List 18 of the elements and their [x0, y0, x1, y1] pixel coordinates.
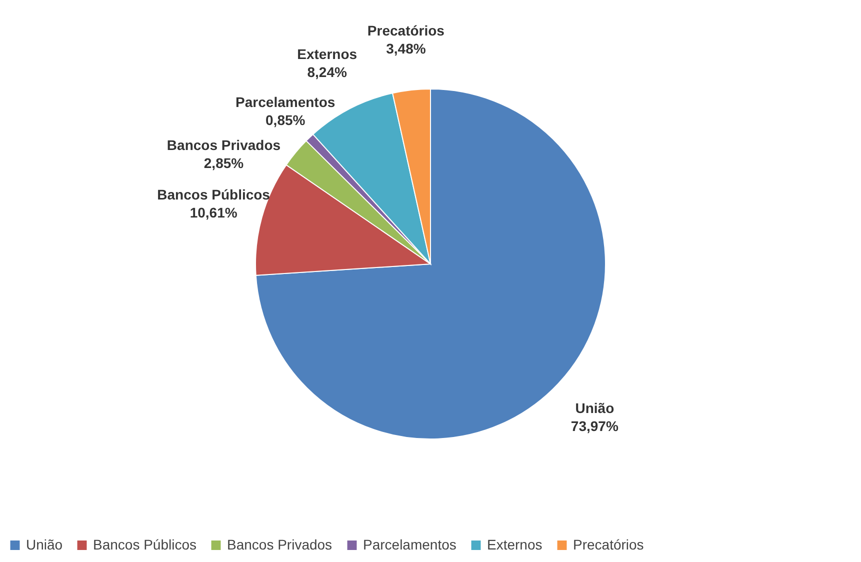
slice-label: União [575, 400, 614, 416]
slice-label: Externos [297, 46, 358, 62]
legend-label: Externos [487, 536, 542, 552]
legend-label: Bancos Públicos [93, 536, 197, 552]
data-label: 73,97% [570, 418, 619, 434]
slice-label: Parcelamentos [236, 94, 336, 110]
legend-label: Precatórios [573, 536, 644, 552]
slice-label: Bancos Públicos [157, 186, 270, 202]
data-label: 2,85% [204, 155, 244, 172]
legend-label: União [26, 536, 63, 552]
slice-label: Precatórios [367, 22, 445, 38]
slice-label: Bancos Privados [166, 137, 281, 154]
data-label: 10,61% [190, 204, 238, 220]
data-label: 8,24% [307, 64, 348, 80]
data-label: 0,85% [266, 112, 306, 128]
legend-label: Parcelamentos [363, 536, 456, 552]
legend-label: Bancos Privados [227, 536, 332, 552]
data-label: 3,48% [386, 40, 426, 56]
